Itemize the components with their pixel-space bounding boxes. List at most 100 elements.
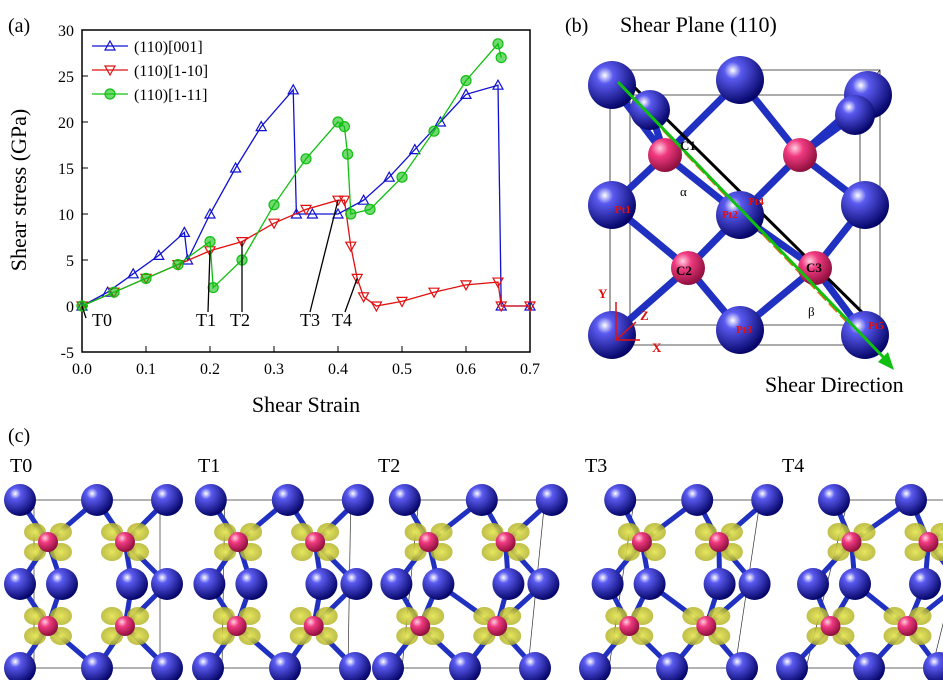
panel-label: (b) [565, 15, 588, 37]
pt-atom [342, 484, 374, 516]
y-tick-label: 20 [58, 115, 74, 132]
y-tick-label: 0 [66, 299, 74, 316]
annotation: T1 [196, 310, 216, 330]
page: (a) Shear Strain Shear stress (GPa) (b) … [0, 0, 943, 685]
pt-atom [895, 484, 927, 516]
pt-atom [704, 568, 736, 600]
state-label: T4 [782, 455, 804, 477]
pt-atom [818, 484, 850, 516]
annotation: T4 [332, 310, 352, 330]
panel-label: (a) [8, 15, 30, 37]
atom-label: C2 [676, 263, 692, 278]
marker [269, 200, 279, 210]
y-tick-label: 15 [58, 161, 74, 178]
c-atom [496, 532, 516, 552]
pt-atom [716, 56, 764, 104]
x-tick-label: 0.6 [456, 361, 476, 378]
legend-label: (110)[1-10] [134, 63, 208, 80]
c-atom [115, 616, 135, 636]
x-tick-label: 0.0 [72, 361, 92, 378]
c-atom [304, 616, 324, 636]
c-atom [410, 616, 430, 636]
pt-atom [527, 568, 559, 600]
atom-label: Pt3 [736, 324, 752, 336]
marker [493, 39, 503, 49]
state-structure: T1 [192, 455, 374, 680]
c-atom [842, 532, 862, 552]
panel-label: (c) [8, 425, 30, 447]
pt-atom [630, 90, 670, 130]
c-atom [619, 616, 639, 636]
pt-atom [739, 568, 771, 600]
x-tick-label: 0.7 [520, 361, 540, 378]
pt-atom [151, 484, 183, 516]
pt-atom [380, 568, 412, 600]
pt-atom [681, 484, 713, 516]
c-atom [419, 532, 439, 552]
angle-label: β [808, 304, 815, 319]
marker [141, 273, 151, 283]
c-atom [709, 532, 729, 552]
atom-label: C3 [806, 260, 822, 275]
atom-label: Pt1 [615, 204, 631, 216]
marker [339, 122, 349, 132]
pt-atom [195, 484, 227, 516]
legend-label: (110)[1-11] [134, 87, 207, 104]
pt-atom [797, 568, 829, 600]
marker [173, 260, 183, 270]
pt-atom [4, 652, 36, 680]
marker [205, 237, 215, 247]
pt-atom [909, 568, 941, 600]
marker [301, 154, 311, 164]
c-atom [919, 532, 939, 552]
y-tick-label: 25 [58, 69, 74, 86]
state-structure: T0 [4, 455, 183, 680]
axis-label: X [652, 340, 662, 355]
c-atom [898, 616, 918, 636]
x-axis-label: Shear Strain [252, 392, 360, 417]
annotation: T2 [230, 310, 250, 330]
pt-atom [839, 568, 871, 600]
c-atom [227, 616, 247, 636]
state-label: T1 [198, 455, 220, 477]
y-tick-label: 5 [66, 253, 74, 270]
pt-atom [841, 311, 889, 359]
pt-atom [588, 61, 636, 109]
pt-atom [46, 568, 78, 600]
state-label: T3 [585, 455, 607, 477]
pt-atom [588, 311, 636, 359]
x-tick-label: 0.1 [136, 361, 156, 378]
x-tick-label: 0.3 [264, 361, 284, 378]
pt-atom [835, 95, 875, 135]
atom-label: C1 [680, 138, 696, 153]
legend-label: (110)[001] [134, 39, 203, 56]
pt-atom [466, 484, 498, 516]
c-atom [305, 532, 325, 552]
atom-label: Pt5 [868, 320, 884, 332]
c-atom [38, 616, 58, 636]
y-tick-label: 10 [58, 207, 74, 224]
pt-atom [604, 484, 636, 516]
pt-atom [841, 181, 889, 229]
x-tick-label: 0.2 [200, 361, 220, 378]
c-atom [487, 616, 507, 636]
atom-label: Pt2 [722, 209, 738, 221]
annotation-leader [345, 278, 357, 312]
pt-atom [4, 484, 36, 516]
pt-atom [81, 484, 113, 516]
pt-atom [192, 652, 224, 680]
c-atom [632, 532, 652, 552]
pt-atom [492, 568, 524, 600]
marker [429, 126, 439, 136]
panel-title: Shear Plane (110) [620, 12, 777, 37]
pt-atom [272, 484, 304, 516]
annotation: T0 [92, 310, 112, 330]
pt-atom [389, 484, 421, 516]
axis-label: Y [598, 286, 608, 301]
state-label: T0 [10, 455, 32, 477]
pt-atom [235, 568, 267, 600]
pt-atom [422, 568, 454, 600]
pt-atom [151, 568, 183, 600]
pt-atom [751, 484, 783, 516]
c-atom [228, 532, 248, 552]
